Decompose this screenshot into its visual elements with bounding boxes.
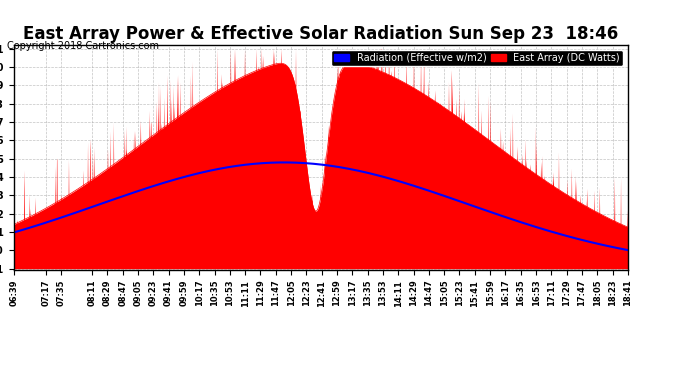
Title: East Array Power & Effective Solar Radiation Sun Sep 23  18:46: East Array Power & Effective Solar Radia…	[23, 26, 618, 44]
Text: Copyright 2018 Cartronics.com: Copyright 2018 Cartronics.com	[7, 41, 159, 51]
Legend: Radiation (Effective w/m2), East Array (DC Watts): Radiation (Effective w/m2), East Array (…	[331, 50, 623, 66]
